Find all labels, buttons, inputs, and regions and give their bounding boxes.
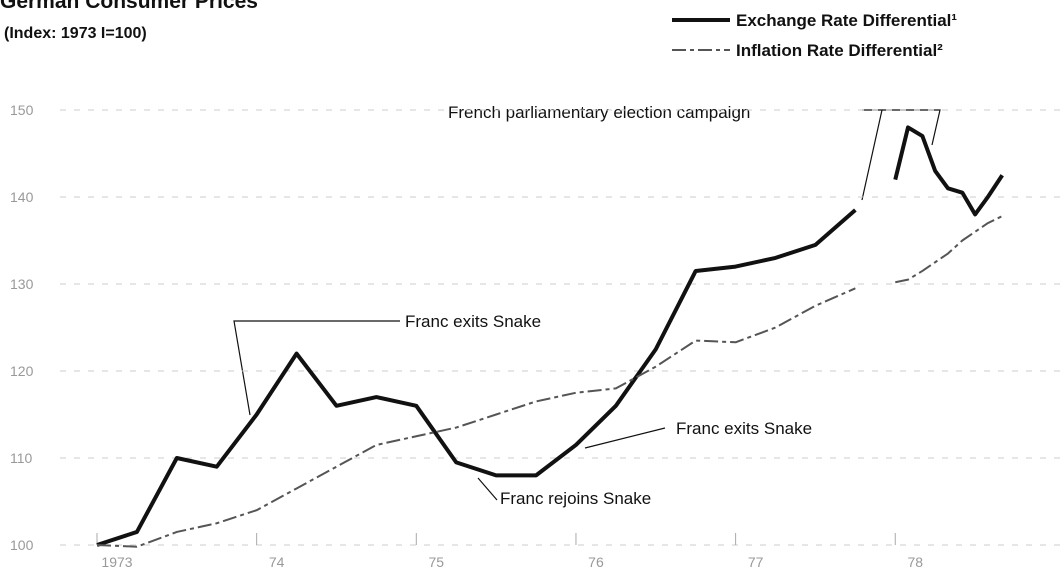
- x-tick-label: 1973: [101, 554, 132, 570]
- chart-subtitle: (Index: 1973 I=100): [4, 25, 147, 42]
- x-tick-label: 77: [748, 554, 764, 570]
- y-tick-label: 140: [10, 189, 34, 205]
- leader: [233, 320, 400, 416]
- y-tick-label: 110: [10, 450, 33, 466]
- y-tick-label: 130: [10, 276, 34, 292]
- x-tick-label: 78: [907, 554, 923, 570]
- leader: [861, 109, 883, 201]
- x-tick-label: 74: [269, 554, 285, 570]
- legend-label: Exchange Rate Differential¹: [736, 11, 957, 30]
- leader: [477, 477, 498, 501]
- legend-label: Inflation Rate Differential²: [736, 41, 943, 60]
- leader: [584, 427, 666, 449]
- y-tick-label: 100: [10, 537, 34, 553]
- x-tick-label: 76: [588, 554, 604, 570]
- line-series: [96, 125, 1004, 547]
- annotation: French parliamentary election campaign: [448, 103, 750, 122]
- x-tick-label: 75: [429, 554, 445, 570]
- annotation: Franc exits Snake: [405, 312, 541, 331]
- y-tick-label: 120: [10, 363, 34, 379]
- annotation-leaders: [233, 109, 941, 501]
- annotation: Franc rejoins Snake: [500, 489, 651, 508]
- y-tick-label: 150: [10, 102, 34, 118]
- annotation: Franc exits Snake: [676, 419, 812, 438]
- chart-title: German Consumer Prices: [0, 0, 258, 13]
- line-series: [96, 215, 1003, 548]
